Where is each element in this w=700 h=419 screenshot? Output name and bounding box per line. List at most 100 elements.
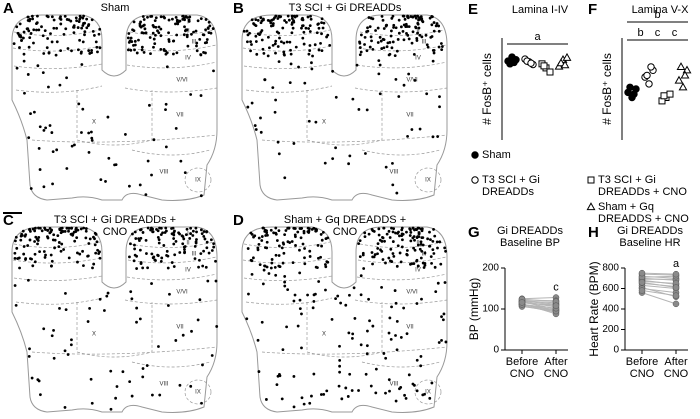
cell-dot bbox=[282, 251, 286, 255]
cell-dot bbox=[20, 234, 24, 237]
cell-dot bbox=[90, 48, 94, 52]
cell-dot bbox=[334, 297, 337, 301]
cell-dot bbox=[266, 35, 270, 39]
cell-dot bbox=[388, 236, 392, 239]
cell-dot bbox=[64, 27, 68, 31]
cell-dot bbox=[67, 256, 71, 260]
cell-dot bbox=[415, 37, 419, 40]
lamina-label: II bbox=[416, 241, 420, 247]
cell-dot bbox=[72, 24, 76, 28]
cell-dot bbox=[166, 266, 170, 270]
cell-dot bbox=[79, 227, 83, 231]
cell-dot bbox=[80, 26, 84, 30]
cell-dot bbox=[444, 249, 447, 253]
cell-dot bbox=[338, 358, 342, 362]
cell-dot bbox=[15, 66, 19, 70]
cell-dot bbox=[128, 255, 131, 259]
cell-dot bbox=[317, 280, 321, 283]
cell-dot bbox=[376, 247, 380, 250]
cell-dot bbox=[344, 386, 348, 390]
cell-dot bbox=[31, 264, 35, 268]
data-point bbox=[672, 284, 680, 291]
cell-dot bbox=[36, 64, 40, 68]
cell-dot bbox=[263, 228, 267, 232]
cell-dot bbox=[144, 31, 148, 35]
cell-dot bbox=[406, 134, 409, 138]
cell-dot bbox=[195, 44, 198, 48]
lamina-label: IV bbox=[185, 56, 191, 62]
cell-dot bbox=[63, 349, 67, 353]
cell-dot bbox=[431, 15, 434, 19]
cell-dot bbox=[95, 240, 99, 244]
cell-dot bbox=[242, 29, 246, 33]
legend-label: T3 SCI + Gi DREADDs + CNO bbox=[598, 174, 687, 198]
cell-dot bbox=[309, 14, 312, 18]
cell-dot bbox=[387, 378, 391, 382]
cell-dot bbox=[420, 297, 423, 301]
cell-dot bbox=[281, 348, 285, 352]
cell-dot bbox=[70, 49, 73, 53]
cell-dot bbox=[438, 95, 441, 99]
cell-dot bbox=[355, 63, 359, 67]
cell-dot bbox=[398, 251, 402, 255]
cell-dot bbox=[95, 45, 99, 49]
cell-dot bbox=[175, 18, 179, 22]
cell-dot bbox=[266, 54, 270, 58]
cell-dot bbox=[146, 15, 149, 19]
cell-dot bbox=[416, 243, 420, 247]
cell-dot bbox=[400, 245, 404, 249]
cell-dot bbox=[81, 107, 85, 111]
cell-dot bbox=[425, 92, 429, 96]
cell-dot bbox=[138, 183, 142, 187]
y-tick-label: 800 bbox=[602, 263, 619, 274]
cell-dot bbox=[402, 38, 406, 42]
cell-dot bbox=[292, 405, 296, 409]
cell-dot bbox=[399, 260, 403, 264]
cord-outline bbox=[11, 226, 218, 413]
cell-dot bbox=[442, 312, 446, 316]
cell-dot bbox=[297, 65, 300, 69]
cell-dot bbox=[144, 193, 148, 197]
cell-dot bbox=[380, 47, 384, 50]
cell-dot bbox=[74, 226, 78, 230]
cell-dot bbox=[209, 238, 213, 242]
cell-dot bbox=[40, 229, 44, 233]
cell-dot bbox=[347, 331, 351, 335]
cell-dot bbox=[204, 265, 208, 269]
cell-dot bbox=[289, 52, 293, 56]
cell-dot bbox=[298, 248, 301, 252]
y-axis-label: # FosB⁺ cells bbox=[480, 53, 494, 125]
cell-dot bbox=[37, 28, 41, 32]
cell-dot bbox=[142, 51, 146, 54]
cell-dot bbox=[292, 375, 296, 378]
lamina-border bbox=[306, 302, 383, 358]
cell-dot bbox=[129, 36, 133, 40]
cell-dot bbox=[174, 22, 177, 26]
cell-dot bbox=[364, 152, 367, 155]
cell-dot bbox=[399, 25, 403, 29]
cell-dot bbox=[79, 15, 82, 19]
cell-dot bbox=[178, 19, 182, 23]
cell-dot bbox=[283, 19, 286, 22]
cell-dot bbox=[152, 255, 156, 259]
cell-dot bbox=[190, 329, 193, 333]
cell-dot bbox=[326, 33, 330, 37]
cell-dot bbox=[245, 317, 249, 321]
cell-dot bbox=[185, 227, 189, 231]
cell-dot bbox=[150, 252, 154, 256]
cell-dot bbox=[133, 48, 136, 52]
cell-dot bbox=[18, 22, 22, 26]
cell-dot bbox=[275, 239, 279, 242]
cell-dot bbox=[407, 373, 411, 377]
data-point bbox=[638, 279, 646, 286]
cell-dot bbox=[274, 51, 277, 55]
cell-dot bbox=[159, 47, 163, 51]
cell-dot bbox=[390, 226, 393, 230]
cell-dot bbox=[159, 27, 163, 31]
cell-dot bbox=[198, 37, 202, 41]
cell-dot bbox=[300, 396, 304, 400]
cell-dot bbox=[42, 128, 46, 132]
cell-dot bbox=[57, 241, 61, 244]
cell-dot bbox=[419, 242, 423, 246]
cell-dot bbox=[402, 306, 406, 310]
